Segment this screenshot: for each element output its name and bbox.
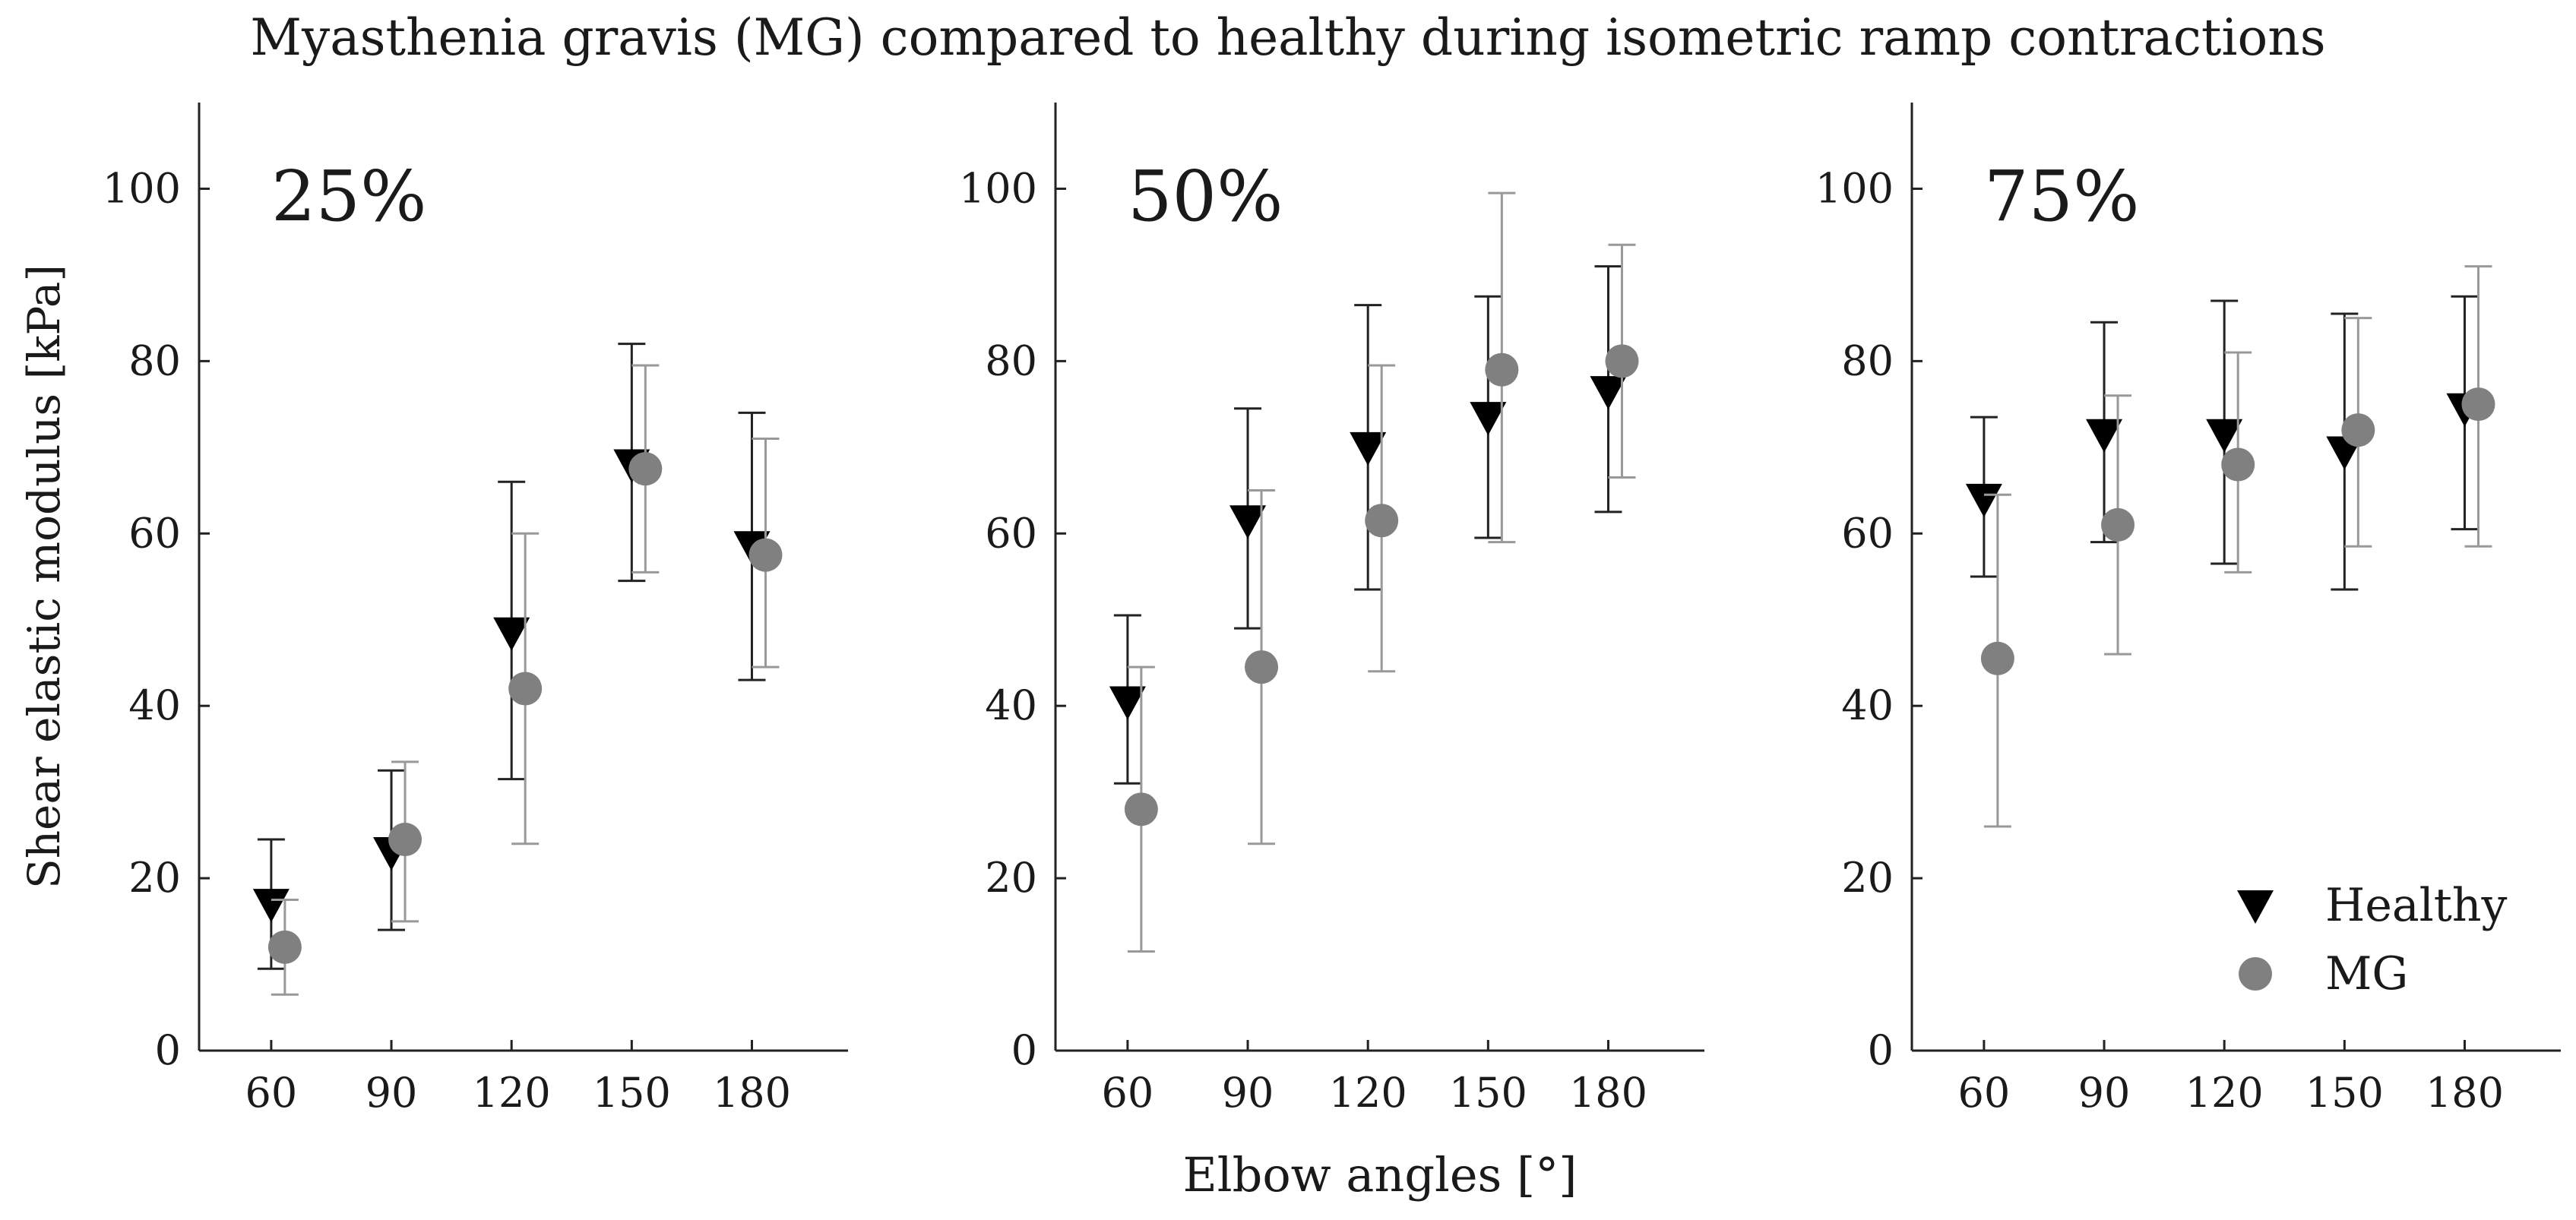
x-axis-label: Elbow angles [°] bbox=[1183, 1147, 1578, 1203]
series-healthy bbox=[1109, 265, 1627, 785]
panel-label: 25% bbox=[271, 156, 426, 237]
data-point-healthy bbox=[1229, 505, 1267, 539]
data-point-mg bbox=[1980, 641, 2014, 675]
chart-panel-1: 0 20 40 60 80 100 60 90 120 150 180 25% Shear elasti… bbox=[18, 103, 848, 1117]
data-point-mg bbox=[2341, 413, 2375, 447]
data-point-healthy bbox=[1350, 431, 1387, 466]
x-tick-label: 90 bbox=[366, 1069, 418, 1117]
legend-label-healthy: Healthy bbox=[2325, 879, 2508, 932]
x-tick-label: 60 bbox=[245, 1069, 298, 1117]
y-axis-label: Shear elastic modulus [kPa] bbox=[18, 264, 70, 889]
x-tick-label: 90 bbox=[1222, 1069, 1274, 1117]
legend: Healthy MG bbox=[2237, 879, 2508, 1000]
y-tick-label: 20 bbox=[985, 854, 1037, 902]
data-point-mg bbox=[1605, 344, 1639, 378]
data-point-mg bbox=[388, 823, 422, 857]
legend-marker-mg bbox=[2239, 957, 2272, 991]
y-tick-label: 60 bbox=[128, 509, 181, 557]
y-tick-label: 20 bbox=[128, 854, 181, 902]
y-tick-label: 40 bbox=[1841, 681, 1894, 729]
data-point-mg bbox=[2221, 447, 2255, 482]
x-tick-label: 60 bbox=[1102, 1069, 1154, 1117]
data-point-mg bbox=[628, 452, 663, 486]
data-point-healthy bbox=[1109, 686, 1146, 720]
data-point-healthy bbox=[493, 617, 530, 651]
data-point-mg bbox=[1365, 504, 1399, 538]
series-mg bbox=[267, 364, 783, 996]
series-healthy bbox=[252, 343, 771, 970]
data-point-mg bbox=[1124, 792, 1158, 827]
series-mg bbox=[1124, 191, 1639, 953]
data-point-healthy bbox=[1590, 376, 1627, 410]
y-tick-label: 40 bbox=[985, 681, 1037, 729]
y-tick-label: 100 bbox=[1815, 164, 1894, 212]
data-point-healthy bbox=[2206, 419, 2243, 453]
chart-panel-3: 0 20 40 60 80 100 60 90 120 150 180 75% Healthy MG bbox=[1815, 103, 2561, 1117]
x-tick-label: 150 bbox=[2305, 1069, 2384, 1117]
y-tick-label: 60 bbox=[985, 509, 1037, 557]
y-tick-label: 80 bbox=[1841, 337, 1894, 384]
data-point-mg bbox=[267, 930, 302, 964]
x-tick-label: 60 bbox=[1958, 1069, 2011, 1117]
data-point-mg bbox=[1485, 352, 1519, 387]
legend-marker-healthy bbox=[2237, 890, 2274, 924]
y-tick-label: 0 bbox=[1868, 1026, 1894, 1074]
y-tick-label: 100 bbox=[959, 164, 1037, 212]
data-point-healthy bbox=[1965, 483, 2002, 517]
y-tick-label: 80 bbox=[128, 337, 181, 384]
chart-title: Myasthenia gravis (MG) compared to healt… bbox=[250, 8, 2325, 67]
chart-panel-2: 0 20 40 60 80 100 60 90 120 150 180 50% Elbow angles… bbox=[959, 103, 1704, 1203]
legend-label-mg: MG bbox=[2325, 947, 2408, 1000]
panel-label: 50% bbox=[1128, 156, 1283, 237]
data-point-mg bbox=[508, 672, 543, 706]
data-point-mg bbox=[2461, 387, 2495, 422]
y-tick-label: 100 bbox=[103, 164, 181, 212]
x-tick-label: 90 bbox=[2078, 1069, 2131, 1117]
y-tick-label: 80 bbox=[985, 337, 1037, 384]
x-tick-label: 150 bbox=[1449, 1069, 1527, 1117]
data-point-mg bbox=[2101, 507, 2135, 542]
series-mg bbox=[1980, 265, 2495, 828]
panel-label: 75% bbox=[1984, 156, 2139, 237]
y-tick-label: 0 bbox=[155, 1026, 181, 1074]
data-point-healthy bbox=[2086, 419, 2123, 453]
y-tick-label: 60 bbox=[1841, 509, 1894, 557]
y-tick-label: 0 bbox=[1011, 1026, 1037, 1074]
x-tick-label: 180 bbox=[1569, 1069, 1647, 1117]
data-point-mg bbox=[1245, 650, 1279, 684]
data-point-mg bbox=[748, 538, 783, 572]
y-tick-label: 20 bbox=[1841, 854, 1894, 902]
data-point-healthy bbox=[252, 889, 290, 923]
x-tick-label: 180 bbox=[2426, 1069, 2504, 1117]
y-tick-label: 40 bbox=[128, 681, 181, 729]
data-point-healthy bbox=[1470, 402, 1507, 436]
x-tick-label: 120 bbox=[473, 1069, 551, 1117]
x-tick-label: 150 bbox=[593, 1069, 671, 1117]
x-tick-label: 180 bbox=[713, 1069, 791, 1117]
x-tick-label: 120 bbox=[1329, 1069, 1407, 1117]
x-tick-label: 120 bbox=[2185, 1069, 2264, 1117]
series-healthy bbox=[1965, 295, 2483, 591]
